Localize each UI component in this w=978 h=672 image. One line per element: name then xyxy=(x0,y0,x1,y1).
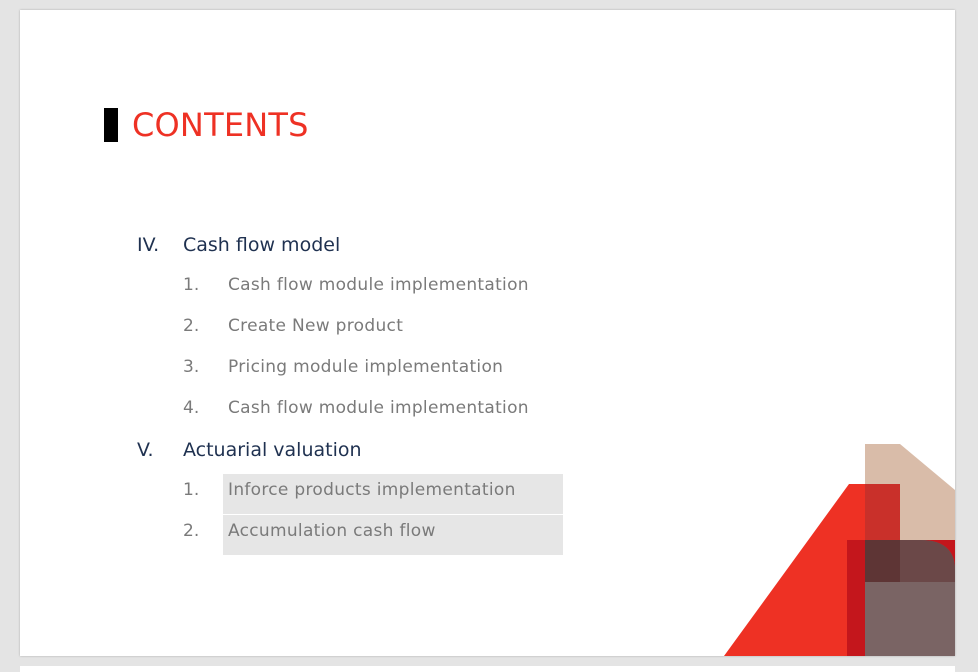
item-label: Pricing module implementation xyxy=(228,357,504,377)
section-title: Actuarial valuation xyxy=(183,439,362,461)
item-number: 2. xyxy=(183,316,200,336)
item-label: Cash flow module implementation xyxy=(228,275,529,295)
item-label: Cash flow module implementation xyxy=(228,398,529,418)
section-number: V. xyxy=(137,439,154,461)
item-number: 1. xyxy=(183,275,200,295)
item-number: 4. xyxy=(183,398,200,418)
title-marker-bar xyxy=(104,108,118,142)
slide: CONTENTS IV. Cash flow model 1. Cash flo… xyxy=(20,10,955,656)
section-title: Cash flow model xyxy=(183,234,341,256)
item-label: Inforce products implementation xyxy=(228,480,516,500)
highlight-box xyxy=(223,474,563,514)
highlight-box xyxy=(223,515,563,555)
next-slide-edge xyxy=(20,666,955,672)
item-label: Create New product xyxy=(228,316,404,336)
item-number: 1. xyxy=(183,480,200,500)
section-number: IV. xyxy=(137,234,160,256)
item-number: 2. xyxy=(183,521,200,541)
page-title: CONTENTS xyxy=(132,106,309,144)
item-number: 3. xyxy=(183,357,200,377)
corner-decoration-graphic xyxy=(724,444,955,656)
item-label: Accumulation cash flow xyxy=(228,521,436,541)
